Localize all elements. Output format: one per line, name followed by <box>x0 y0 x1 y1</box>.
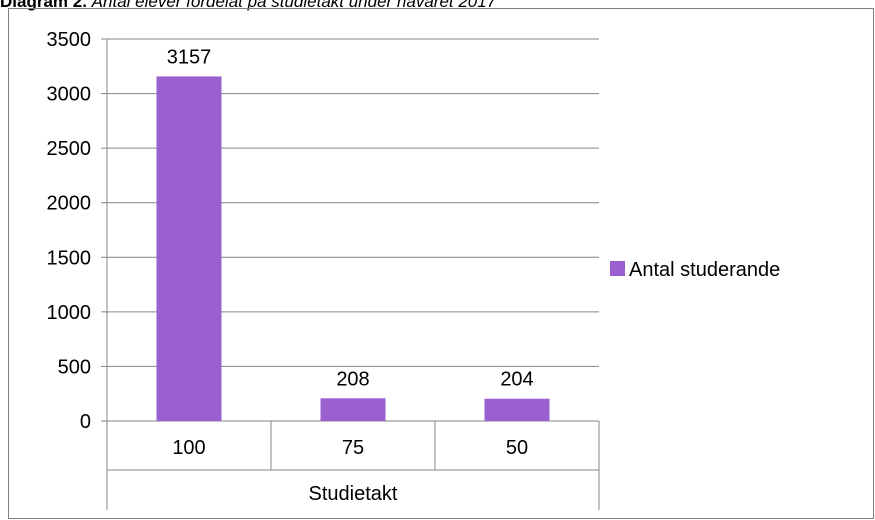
bar <box>484 398 550 421</box>
x-group-label: Studietakt <box>309 483 398 505</box>
chart-caption: Diagram 2. Antal elever fördelat på stud… <box>0 0 496 12</box>
y-tick-label: 1500 <box>47 247 92 269</box>
caption-label: Diagram 2. <box>0 0 87 11</box>
y-tick-label: 0 <box>80 411 91 433</box>
data-label: 204 <box>500 369 533 391</box>
y-tick-label: 500 <box>58 356 91 378</box>
caption-text: Antal elever fördelat på studietakt unde… <box>91 0 497 11</box>
data-label: 208 <box>336 368 369 390</box>
chart-frame <box>8 8 874 519</box>
y-tick-label: 1000 <box>47 302 92 324</box>
data-label: 3157 <box>167 46 212 68</box>
legend-swatch <box>610 261 625 276</box>
x-tick-label: 100 <box>172 437 205 459</box>
legend-label: Antal studerande <box>629 259 780 281</box>
bar <box>156 76 222 421</box>
x-tick-label: 75 <box>342 437 364 459</box>
bar <box>320 398 386 421</box>
y-tick-label: 3000 <box>47 84 92 106</box>
y-tick-label: 2500 <box>47 138 92 160</box>
y-tick-label: 3500 <box>47 29 92 51</box>
x-tick-label: 50 <box>506 437 528 459</box>
y-tick-label: 2000 <box>47 193 92 215</box>
